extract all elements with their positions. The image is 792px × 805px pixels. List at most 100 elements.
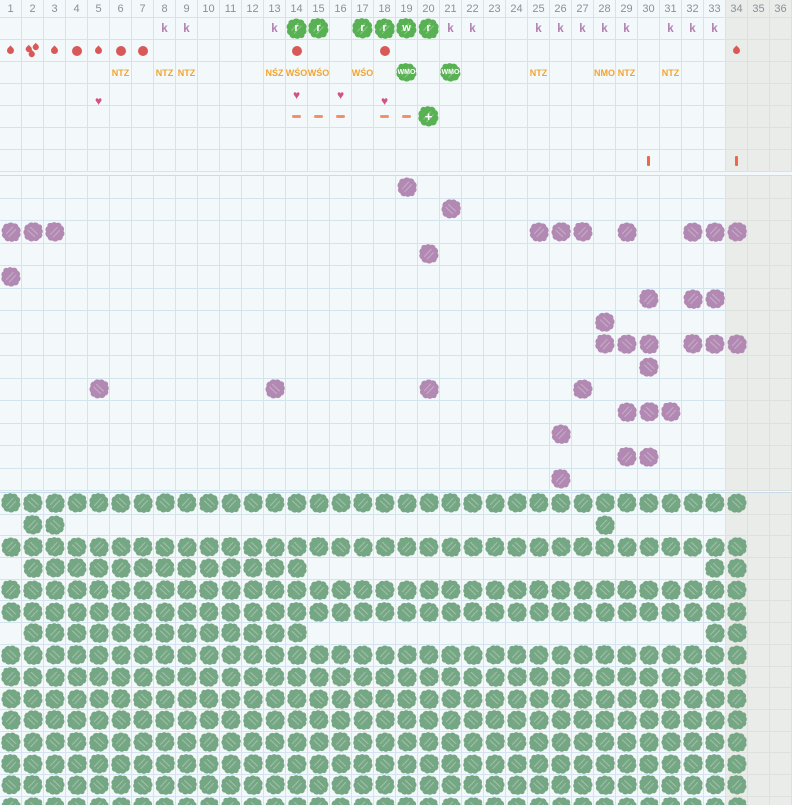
mood-row-cell[interactable] [198, 84, 220, 106]
grid-cell[interactable] [484, 536, 506, 558]
grid-cell[interactable] [374, 623, 396, 645]
grid-cell[interactable] [286, 424, 308, 447]
grid-cell[interactable] [352, 536, 374, 558]
grid-cell[interactable] [462, 515, 484, 537]
mood-row-cell[interactable] [66, 84, 88, 106]
grid-cell[interactable] [110, 244, 132, 267]
grid-cell[interactable] [682, 645, 704, 667]
mood-row-cell[interactable] [220, 84, 242, 106]
grid-cell[interactable] [22, 558, 44, 580]
intercourse-row-cell[interactable]: k [440, 18, 462, 40]
grid-cell[interactable] [506, 558, 528, 580]
grid-cell[interactable] [352, 753, 374, 775]
grid-cell[interactable] [88, 334, 110, 357]
grid-cell[interactable] [22, 667, 44, 689]
empty-row-cell[interactable] [572, 128, 594, 150]
bleeding-row-cell[interactable] [286, 40, 308, 62]
empty-row-cell[interactable] [462, 128, 484, 150]
grid-cell[interactable] [264, 580, 286, 602]
grid-cell[interactable] [616, 311, 638, 334]
intercourse-row-cell[interactable]: k [572, 18, 594, 40]
grid-cell[interactable] [726, 601, 748, 623]
grid-cell[interactable] [506, 379, 528, 402]
grid-cell[interactable] [352, 775, 374, 797]
test-row-cell[interactable] [638, 106, 660, 128]
grid-cell[interactable] [352, 601, 374, 623]
grid-cell[interactable] [682, 797, 704, 805]
grid-cell[interactable] [242, 424, 264, 447]
grid-cell[interactable] [418, 424, 440, 447]
note-row-cell[interactable] [286, 150, 308, 172]
grid-cell[interactable] [594, 732, 616, 754]
grid-cell[interactable] [660, 775, 682, 797]
mood-row-cell[interactable] [616, 84, 638, 106]
grid-cell[interactable] [638, 289, 660, 312]
grid-cell[interactable] [220, 645, 242, 667]
grid-cell[interactable] [704, 667, 726, 689]
grid-cell[interactable] [286, 515, 308, 537]
grid-cell[interactable] [594, 645, 616, 667]
grid-cell[interactable] [660, 493, 682, 515]
intercourse-row-cell[interactable] [66, 18, 88, 40]
test-row-cell[interactable] [88, 106, 110, 128]
grid-cell[interactable] [638, 356, 660, 379]
grid-cell[interactable] [374, 558, 396, 580]
grid-cell[interactable] [154, 244, 176, 267]
grid-cell[interactable] [616, 266, 638, 289]
grid-cell[interactable] [594, 311, 616, 334]
grid-cell[interactable] [110, 469, 132, 492]
empty-row-cell[interactable] [88, 128, 110, 150]
grid-cell[interactable] [264, 645, 286, 667]
grid-cell[interactable] [594, 493, 616, 515]
grid-cell[interactable] [110, 379, 132, 402]
bleeding-row-cell[interactable] [220, 40, 242, 62]
grid-cell[interactable] [506, 334, 528, 357]
grid-cell[interactable] [374, 710, 396, 732]
grid-cell[interactable] [770, 311, 792, 334]
grid-cell[interactable] [220, 732, 242, 754]
grid-cell[interactable] [726, 401, 748, 424]
grid-cell[interactable] [682, 176, 704, 199]
grid-cell[interactable] [22, 493, 44, 515]
observation-row-cell[interactable] [506, 62, 528, 84]
grid-cell[interactable] [418, 797, 440, 805]
grid-cell[interactable] [176, 645, 198, 667]
empty-row-cell[interactable] [286, 128, 308, 150]
grid-cell[interactable] [0, 493, 22, 515]
grid-cell[interactable] [176, 775, 198, 797]
grid-cell[interactable] [44, 515, 66, 537]
grid-cell[interactable] [308, 311, 330, 334]
grid-cell[interactable] [418, 536, 440, 558]
grid-cell[interactable] [660, 469, 682, 492]
grid-cell[interactable] [22, 221, 44, 244]
grid-cell[interactable] [748, 334, 770, 357]
grid-cell[interactable] [352, 558, 374, 580]
intercourse-row-cell[interactable]: k [528, 18, 550, 40]
grid-cell[interactable] [572, 515, 594, 537]
grid-cell[interactable] [418, 775, 440, 797]
grid-cell[interactable] [66, 379, 88, 402]
grid-cell[interactable] [110, 732, 132, 754]
grid-cell[interactable] [242, 732, 264, 754]
grid-cell[interactable] [748, 580, 770, 602]
grid-cell[interactable] [396, 311, 418, 334]
grid-cell[interactable] [22, 797, 44, 805]
grid-cell[interactable] [242, 334, 264, 357]
grid-cell[interactable] [44, 623, 66, 645]
grid-cell[interactable] [132, 289, 154, 312]
test-row-cell[interactable] [748, 106, 770, 128]
grid-cell[interactable] [110, 558, 132, 580]
test-row-cell[interactable]: + [418, 106, 440, 128]
grid-cell[interactable] [88, 401, 110, 424]
grid-cell[interactable] [550, 515, 572, 537]
grid-cell[interactable] [396, 753, 418, 775]
grid-cell[interactable] [572, 221, 594, 244]
note-row-cell[interactable] [462, 150, 484, 172]
test-row-cell[interactable] [286, 106, 308, 128]
grid-cell[interactable] [330, 424, 352, 447]
grid-cell[interactable] [550, 379, 572, 402]
intercourse-row-cell[interactable]: w [396, 18, 418, 40]
grid-cell[interactable] [726, 580, 748, 602]
grid-cell[interactable] [22, 289, 44, 312]
grid-cell[interactable] [44, 558, 66, 580]
